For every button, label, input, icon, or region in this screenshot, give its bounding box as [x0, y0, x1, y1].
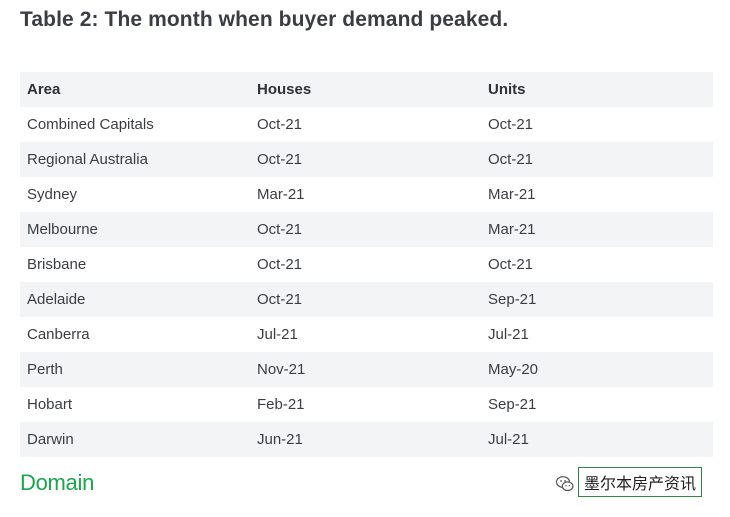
units-cell: Jul-21 [488, 326, 529, 343]
area-cell: Perth [27, 361, 63, 378]
area-cell: Combined Capitals [27, 116, 154, 133]
area-cell: Adelaide [27, 291, 86, 308]
table-row: Darwin Jun-21 Jul-21 [20, 422, 713, 457]
table-row: Canberra Jul-21 Jul-21 [20, 317, 713, 352]
area-cell: Sydney [27, 186, 78, 203]
table-row: Sydney Mar-21 Mar-21 [20, 177, 713, 212]
area-cell: Darwin [27, 431, 74, 448]
houses-cell: Oct-21 [257, 151, 303, 168]
units-cell: Jul-21 [488, 431, 529, 448]
domain-logo: Domain [20, 470, 95, 495]
houses-cell: Oct-21 [257, 221, 303, 238]
area-cell: Canberra [27, 326, 90, 343]
wechat-icon [555, 476, 574, 492]
houses-cell: Jun-21 [257, 431, 303, 448]
area-cell: Brisbane [27, 256, 87, 273]
table-row: Adelaide Oct-21 Sep-21 [20, 282, 713, 317]
header-area: Area [27, 81, 61, 98]
houses-cell: Oct-21 [257, 256, 303, 273]
houses-cell: Jul-21 [257, 326, 298, 343]
table-row: Perth Nov-21 May-20 [20, 352, 713, 387]
houses-cell: Oct-21 [257, 291, 303, 308]
page-title: Table 2: The month when buyer demand pea… [20, 8, 509, 31]
table-row: Melbourne Oct-21 Mar-21 [20, 212, 713, 247]
header-houses: Houses [257, 81, 312, 98]
table-row: Combined Capitals Oct-21 Oct-21 [20, 107, 713, 142]
houses-cell: Feb-21 [257, 396, 305, 413]
units-cell: Mar-21 [488, 186, 536, 203]
area-cell: Hobart [27, 396, 73, 413]
houses-cell: Oct-21 [257, 116, 303, 133]
houses-cell: Nov-21 [257, 361, 306, 378]
units-cell: Oct-21 [488, 151, 534, 168]
header-units: Units [488, 81, 526, 98]
area-cell: Melbourne [27, 221, 98, 238]
units-cell: Oct-21 [488, 116, 534, 133]
table-row: Brisbane Oct-21 Oct-21 [20, 247, 713, 282]
units-cell: Sep-21 [488, 291, 537, 308]
units-cell: Mar-21 [488, 221, 536, 238]
watermark-label: 墨尔本房产资讯 [578, 467, 703, 497]
area-cell: Regional Australia [27, 151, 148, 168]
units-cell: May-20 [488, 361, 539, 378]
units-cell: Sep-21 [488, 396, 537, 413]
units-cell: Oct-21 [488, 256, 534, 273]
houses-cell: Mar-21 [257, 186, 305, 203]
table-header-row: Area Houses Units [20, 72, 713, 107]
peak-demand-table: Area Houses Units Combined Capitals Oct-… [20, 72, 713, 457]
table-row: Hobart Feb-21 Sep-21 [20, 387, 713, 422]
table-row: Regional Australia Oct-21 Oct-21 [20, 142, 713, 177]
